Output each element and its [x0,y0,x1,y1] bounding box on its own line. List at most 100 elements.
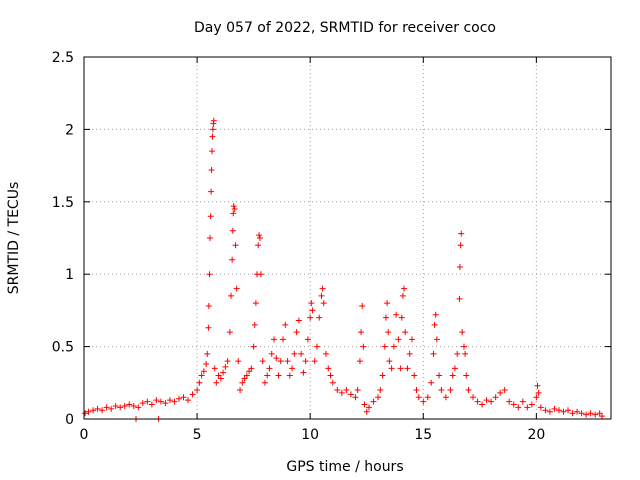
data-point [398,314,405,321]
data-point [546,408,553,415]
data-point [358,329,365,336]
data-point [510,401,517,408]
data-point [256,235,263,241]
data-point [578,410,585,417]
data-point [256,232,263,239]
data-point [261,379,268,386]
data-point [264,372,271,379]
data-point [112,402,119,409]
data-point [121,402,128,409]
data-point [370,398,377,405]
data-point [270,336,277,343]
data-point [316,314,323,321]
data-point [217,375,224,382]
data-point [451,365,458,372]
data-point [515,404,522,411]
data-point [551,405,558,412]
data-point [381,343,388,350]
y-tick-label: 0.5 [52,340,74,356]
data-point [598,413,605,420]
data-point [239,379,246,386]
data-point [459,329,466,336]
data-point [438,387,445,394]
data-point [542,407,549,414]
data-point [390,343,397,350]
data-point [408,336,415,343]
data-point [90,407,97,414]
data-point [82,410,89,417]
data-point [304,336,311,343]
data-point [282,321,289,328]
data-point [565,407,572,414]
data-point [277,358,284,365]
data-point [462,350,469,357]
data-point [359,303,366,310]
data-point [382,314,389,321]
data-point [430,350,437,357]
data-point [385,329,392,336]
data-point [474,398,481,405]
data-point [206,235,213,241]
data-point [537,404,544,411]
data-point [393,311,400,318]
data-point [535,389,542,396]
data-point [360,343,367,350]
data-point [363,408,370,415]
data-point [375,394,382,401]
data-point [210,117,217,124]
data-point [415,394,422,401]
data-point [117,404,124,411]
data-point [457,242,464,249]
data-point [153,397,160,404]
data-point [420,398,427,405]
data-point [334,387,341,394]
data-point [432,311,439,318]
data-point [226,329,233,336]
data-point [492,394,499,401]
data-point [293,329,300,336]
data-point [479,401,486,408]
data-point [243,372,250,379]
data-point [203,360,210,367]
data-point [257,271,264,278]
data-point [196,379,203,386]
data-point [180,394,187,401]
data-point [320,300,327,307]
data-point [289,365,296,372]
data-point [250,343,257,350]
data-point [388,365,395,372]
data-point [460,343,467,350]
y-tick-label: 0 [65,412,74,428]
data-point [463,372,470,379]
data-point [506,398,513,405]
data-point [483,397,490,404]
data-point [343,387,350,394]
data-point [103,404,110,411]
axis-ticks: 0 5 10 15 20 0 0.5 1 1.5 2 2.5 [52,50,611,443]
data-point [365,404,372,411]
data-point [377,387,384,394]
data-point [583,411,590,418]
data-point [94,405,101,412]
data-point [224,358,231,365]
data-point [85,408,92,415]
data-point [313,343,320,350]
data-point [401,285,408,292]
data-point [386,358,393,365]
data-point [488,398,495,405]
data-point [592,411,599,418]
data-point [406,350,413,357]
data-point [126,401,133,408]
data-point [171,398,178,405]
data-point [356,358,363,365]
data-point [352,394,359,401]
data-point [323,350,330,357]
data-point [497,389,504,396]
data-point [232,242,239,249]
data-point [228,292,235,299]
data-point [229,256,236,263]
data-point [268,350,275,357]
data-point [237,387,244,394]
